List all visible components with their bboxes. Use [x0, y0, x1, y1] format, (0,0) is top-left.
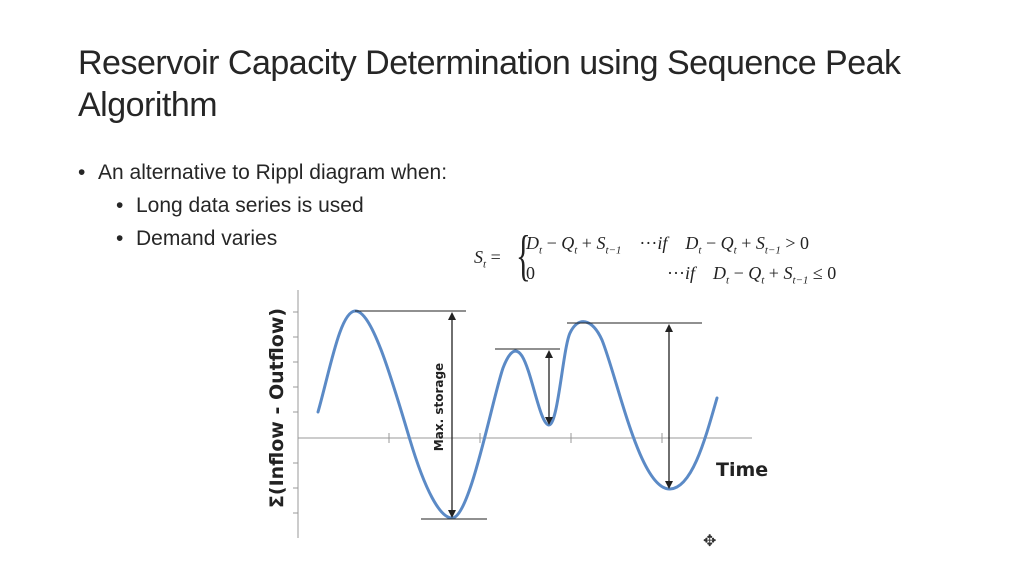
y-axis-label: Σ(Inflow - Outflow) [266, 308, 288, 508]
bullet-item: • An alternative to Rippl diagram when: [78, 156, 447, 189]
sub-bullet-text: Demand varies [136, 227, 278, 250]
x-axis-label: Time [716, 459, 768, 481]
formula-case-1: Dt − Qt + St−1 ···if Dt − Qt + St−1 > 0 [526, 233, 809, 257]
sub-bullet-item: • Long data series is used [78, 189, 447, 222]
x-axis-ticks [388, 433, 663, 443]
bullet-list: • An alternative to Rippl diagram when: … [78, 156, 447, 255]
y-axis-ticks [293, 311, 298, 514]
sub-bullet-item: • Demand varies [78, 222, 447, 255]
max-storage-label: Max. storage [432, 363, 446, 451]
bullet-text: An alternative to Rippl diagram when: [98, 161, 448, 184]
sub-bullet-text: Long data series is used [136, 194, 364, 217]
bullet-dot-icon: • [116, 227, 124, 250]
storage-arrows [448, 312, 673, 518]
formula-brace: { [516, 225, 531, 287]
bullet-dot-icon: • [116, 194, 124, 217]
storage-formula: St = { Dt − Qt + St−1 ···if Dt − Qt + St… [474, 226, 864, 290]
bullet-dot-icon: • [78, 161, 86, 184]
slide-title: Reservoir Capacity Determination using S… [78, 44, 901, 124]
move-cursor-icon: ✥ [703, 533, 717, 550]
formula-lhs: St = [474, 247, 501, 271]
peak-trough-lines [355, 310, 702, 520]
formula-case-2: 0 ···if Dt − Qt + St−1 ≤ 0 [526, 263, 837, 287]
cumulative-curve [316, 309, 719, 520]
